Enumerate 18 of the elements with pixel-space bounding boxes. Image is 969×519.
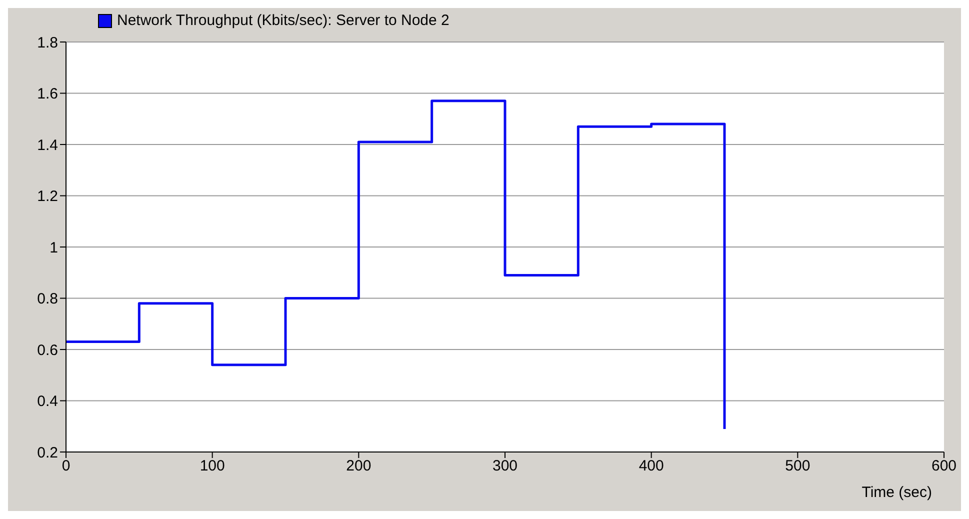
- y-tick-label: 1.6: [37, 86, 58, 103]
- x-tick-label: 600: [931, 458, 957, 475]
- x-axis-title: Time (sec): [862, 484, 932, 501]
- y-tick-label: 0.8: [37, 290, 58, 308]
- legend-label: Network Throughput (Kbits/sec): Server to Node 2: [117, 12, 450, 29]
- x-tick-label: 500: [785, 458, 810, 475]
- x-tick-label: 0: [62, 458, 70, 475]
- x-tick-label: 200: [346, 458, 372, 475]
- y-tick-label: 0.6: [37, 342, 58, 359]
- y-tick-label: 0.4: [37, 393, 58, 410]
- y-tick-label: 0.2: [37, 444, 58, 462]
- x-tick-label: 300: [492, 458, 518, 475]
- x-tick-label: 400: [638, 458, 664, 475]
- y-tick-label: 1.2: [37, 188, 58, 206]
- y-tick-label: 1: [50, 239, 58, 256]
- y-tick-label: 1.8: [37, 34, 58, 52]
- x-tick-label: 100: [200, 458, 225, 475]
- y-tick-label: 1.4: [37, 136, 58, 154]
